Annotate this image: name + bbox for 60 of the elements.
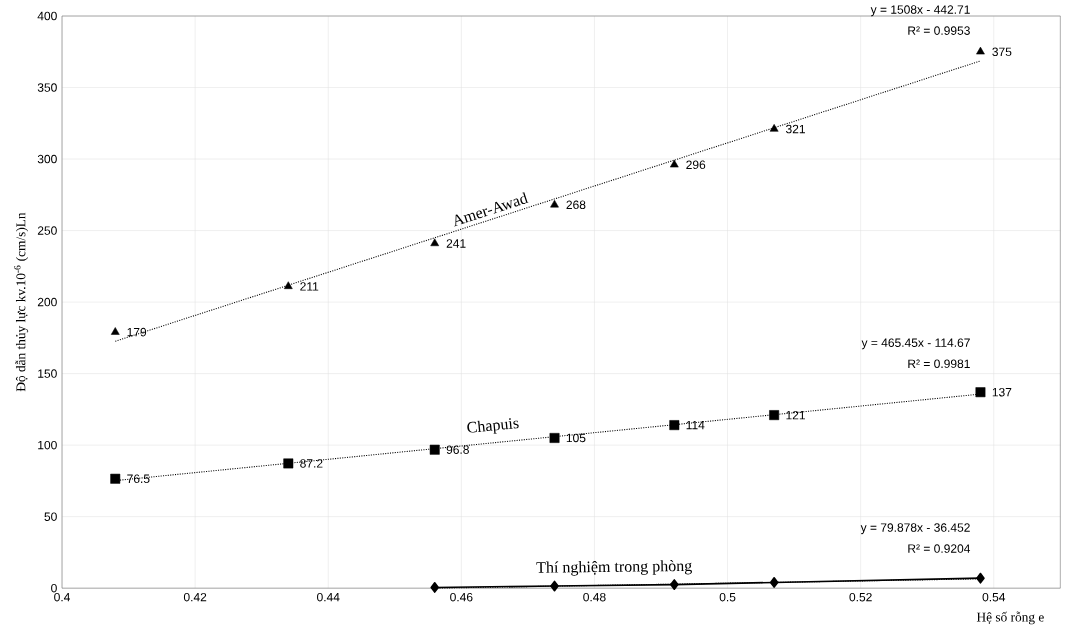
point — [430, 581, 440, 593]
data-label: 96.8 — [446, 445, 469, 454]
point — [976, 572, 985, 584]
point — [976, 46, 985, 55]
x-tick-label: 0.48 — [583, 592, 606, 602]
data-label: 179 — [127, 327, 147, 337]
y-tick-label: 350 — [37, 83, 57, 92]
point — [430, 238, 440, 246]
text: Chapuis — [467, 418, 519, 434]
x-tick-label: 0.5 — [719, 592, 736, 602]
x-tick-label: 0.46 — [450, 592, 473, 602]
data-label: 105 — [566, 433, 586, 443]
point — [110, 473, 121, 484]
y-tick-label: 250 — [37, 226, 57, 235]
x-tick-label: 0.42 — [183, 592, 207, 602]
data-label: 114 — [686, 420, 705, 430]
x-tick-label: 0.52 — [849, 592, 872, 602]
x-tick-label: 0.44 — [317, 592, 340, 602]
point — [283, 281, 293, 289]
y-axis-title: Độ dẫn thủy lực kv.10$^{-6}$ (cm/s)Ln — [14, 212, 29, 392]
data-label: 241 — [446, 239, 466, 248]
point — [550, 199, 559, 208]
data-label: 268 — [566, 200, 586, 209]
annotation: R² = 0.9953 — [908, 26, 970, 35]
point — [429, 444, 440, 455]
x-tick-label: 0.4 — [54, 592, 71, 602]
annotation: y = 1508x - 442.71 — [870, 5, 970, 17]
annotation: R² = 0.9981 — [908, 359, 970, 368]
y-tick-label: 200 — [37, 297, 57, 307]
point — [769, 576, 779, 588]
y-tick-label: 0 — [51, 583, 57, 593]
annotation: y = 465.45x - 114.67 — [861, 338, 970, 350]
y-tick-label: 300 — [37, 154, 57, 164]
point — [769, 123, 779, 132]
data-label: 375 — [992, 47, 1012, 56]
point — [769, 410, 780, 420]
data-label: 321 — [785, 124, 805, 134]
x-axis-title: Hệ số rỗng e — [976, 611, 1044, 625]
y-tick-label: 100 — [38, 440, 57, 450]
y-tick-label: 50 — [44, 512, 57, 521]
point — [670, 579, 679, 590]
point — [283, 458, 294, 469]
x-tick-label: 0.54 — [982, 592, 1006, 602]
annotation: y = 79.878x - 36.452 — [860, 523, 970, 535]
data-label: 211 — [300, 282, 319, 291]
annotation: R² = 0.9204 — [908, 544, 971, 553]
point — [669, 420, 680, 430]
series-label: Thí nghiệm trong phòng — [536, 559, 692, 576]
data-label: 76.5 — [127, 474, 150, 483]
y-tick-label: 150 — [38, 369, 57, 378]
point — [975, 387, 986, 398]
data-label: 121 — [786, 410, 805, 420]
data-label: 87.2 — [300, 459, 323, 468]
data-label: 296 — [686, 160, 706, 169]
y-tick-label: 400 — [37, 11, 57, 21]
data-label: 137 — [992, 387, 1012, 397]
point — [110, 327, 120, 335]
point — [550, 580, 559, 592]
point — [549, 432, 560, 443]
point — [670, 159, 679, 168]
